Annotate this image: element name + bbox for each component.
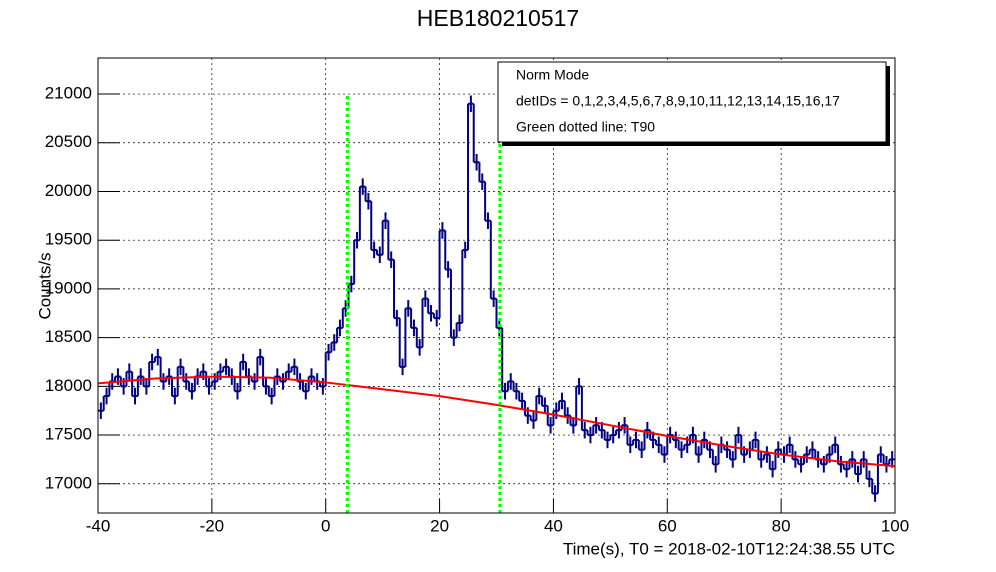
legend-box (497, 61, 887, 143)
x-tick-label: 80 (772, 516, 791, 535)
fit-line (97, 375, 896, 468)
y-tick-label: 18500 (45, 327, 92, 346)
y-tick-label: 20500 (45, 132, 92, 151)
plot-frame (97, 57, 896, 514)
y-tick-label: 19000 (45, 278, 92, 297)
x-tick-label: 0 (321, 516, 330, 535)
x-tick-label: -20 (200, 516, 225, 535)
x-tick-label: 40 (544, 516, 563, 535)
y-tick-label: 21000 (45, 84, 92, 103)
x-tick-label: -40 (86, 516, 111, 535)
y-tick-label: 19500 (45, 230, 92, 249)
legend-text: detIDs = 0,1,2,3,4,5,6,7,8,9,10,11,12,13… (516, 93, 840, 109)
x-axis-label: Time(s), T0 = 2018-02-10T12:24:38.55 UTC (563, 539, 895, 558)
x-tick-label: 20 (430, 516, 449, 535)
y-tick-label: 18000 (45, 376, 92, 395)
y-tick-label: 17000 (45, 473, 92, 492)
legend-text: Green dotted line: T90 (516, 119, 655, 135)
y-tick-label: 17500 (45, 425, 92, 444)
y-axis-label: Counts/s (35, 252, 54, 319)
y-tick-label: 20000 (45, 181, 92, 200)
x-tick-label: 60 (658, 516, 677, 535)
x-tick-label: 100 (881, 516, 909, 535)
plot-area: 17000 17500 18000 18500 19000 19500 20000 20500… (45, 58, 909, 535)
chart-title: HEB180210517 (417, 5, 579, 31)
legend-text: Norm Mode (516, 67, 589, 83)
